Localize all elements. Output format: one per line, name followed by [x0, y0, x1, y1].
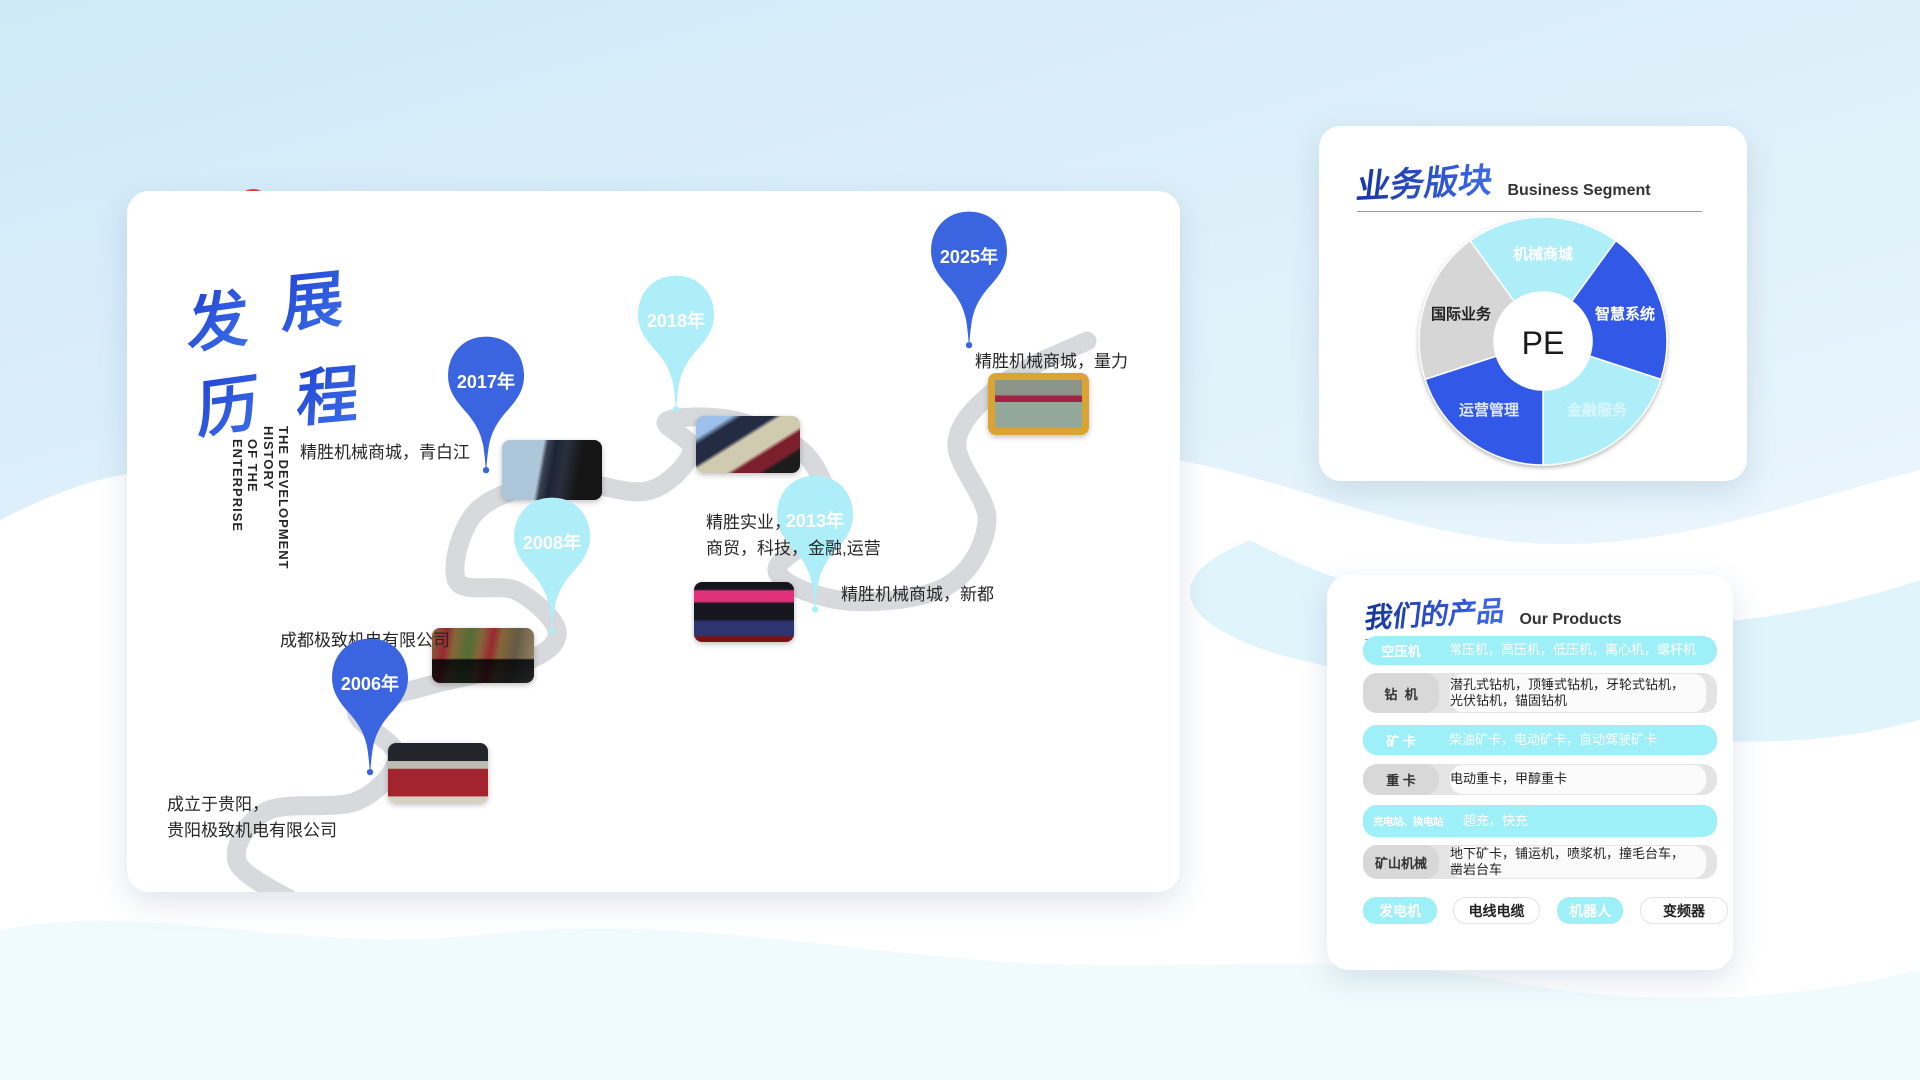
svg-text:金融服务: 金融服务	[1566, 401, 1628, 419]
svg-text:智慧系统: 智慧系统	[1595, 305, 1655, 323]
svg-text:PE: PE	[1522, 325, 1565, 361]
svg-text:机械商城: 机械商城	[1513, 245, 1573, 263]
svg-text:运营管理: 运营管理	[1459, 401, 1519, 419]
svg-text:国际业务: 国际业务	[1431, 305, 1492, 323]
